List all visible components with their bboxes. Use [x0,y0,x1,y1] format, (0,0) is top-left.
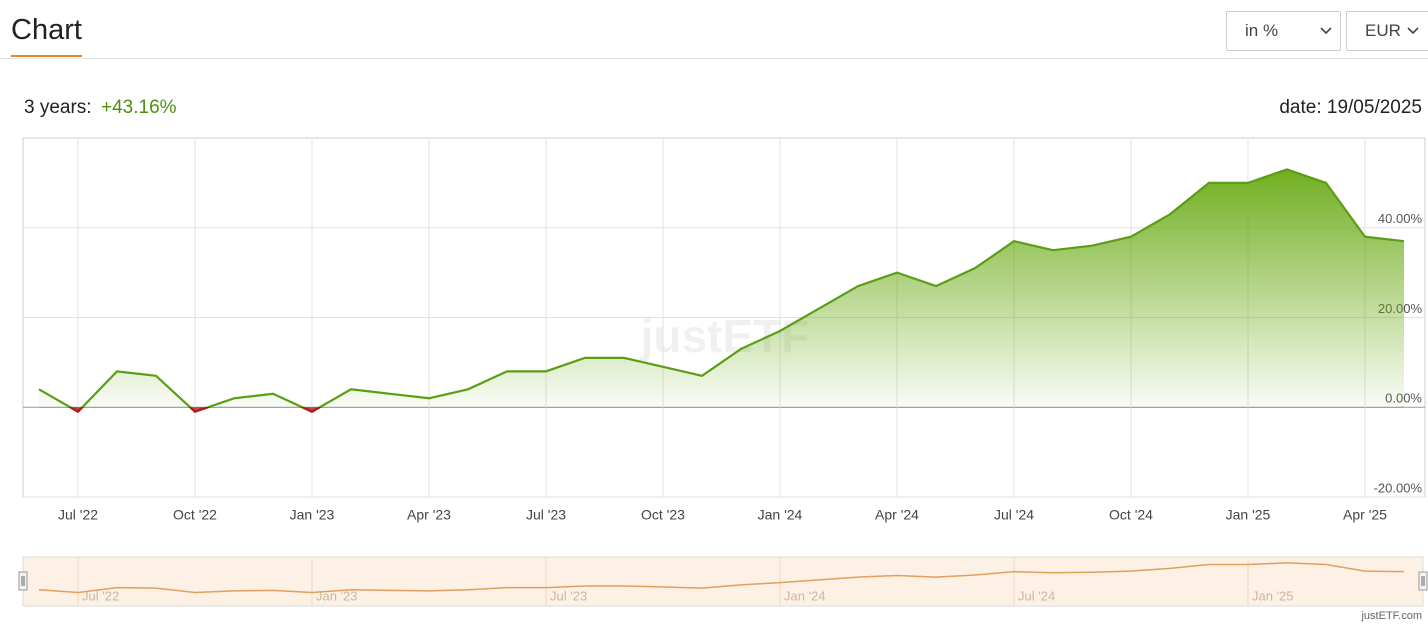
y-tick-label: 40.00% [1378,211,1423,226]
period-return: +43.16% [101,97,177,118]
x-tick-label: Apr '24 [875,507,919,523]
x-tick-label: Jul '24 [994,507,1034,523]
title: Chart [11,14,82,57]
period-label: 3 years: [24,97,92,118]
currency-select[interactable]: EUR [1346,11,1428,51]
navigator-label: Jul '24 [1018,588,1055,603]
x-tick-label: Jul '23 [526,507,566,523]
navigator-label: Jul '23 [550,588,587,603]
navigator-label: Jul '22 [82,588,119,603]
select-text: EUR [1365,21,1401,40]
header: Chart in % EUR [0,0,1428,59]
chevron [1407,27,1419,35]
x-tick-label: Apr '25 [1343,507,1387,523]
area-negative [39,407,1404,412]
x-tick-label: Oct '22 [173,507,217,523]
y-tick-label: -20.00% [1374,480,1423,495]
x-tick-label: Jul '22 [58,507,98,523]
x-tick-label: Jan '23 [290,507,335,523]
navigator-label: Jan '24 [784,588,826,603]
x-tick-label: Jan '25 [1226,507,1271,523]
navigator-handle [18,571,28,591]
navigator-label: Jan '25 [1252,588,1294,603]
unit-select[interactable]: in % [1226,11,1341,51]
x-tick-label: Jan '24 [758,507,803,523]
date-label: date: 19/05/2025 [1279,97,1422,118]
line-positive [38,168,1405,407]
x-tick-label: Oct '23 [641,507,685,523]
x-tick-label: Apr '23 [407,507,451,523]
x-tick-label: Oct '24 [1109,507,1153,523]
navigator-line [38,562,1405,594]
area-positive [39,169,1404,407]
navigator-handle [1418,571,1428,591]
chevron [1320,27,1332,35]
navigator [22,556,1424,607]
select-text: in % [1245,21,1279,40]
credit: justETF.com [1360,610,1422,622]
